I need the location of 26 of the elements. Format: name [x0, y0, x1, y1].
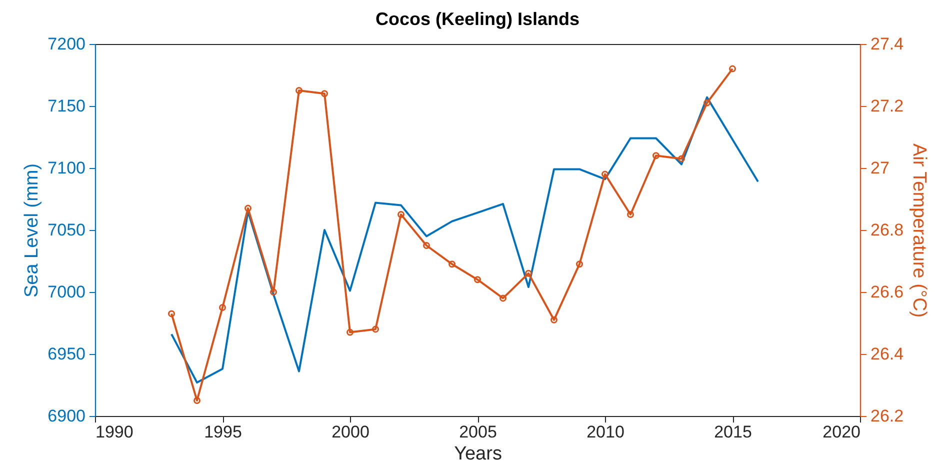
y-tick-label: 6900: [48, 406, 86, 426]
x-tick-label: 2000: [332, 422, 370, 442]
y2-tick-label: 26.2: [870, 406, 904, 426]
y-tick-label: 7000: [48, 282, 86, 302]
y2-tick-label: 27.4: [870, 34, 904, 54]
y-tick-label: 7050: [48, 220, 86, 240]
y2-tick-label: 26.4: [870, 344, 904, 364]
y-tick-label: 7100: [48, 158, 86, 178]
x-tick-label: 2005: [459, 422, 497, 442]
x-tick-label: 2010: [586, 422, 624, 442]
y-tick-label: 7200: [48, 34, 86, 54]
y-axis-title: Sea Level (mm): [22, 163, 43, 298]
x-axis-title: Years: [454, 444, 502, 464]
y2-tick-label: 27.2: [870, 96, 904, 116]
x-tick-label: 2020: [822, 422, 860, 442]
x-tick-label: 1995: [204, 422, 242, 442]
x-tick-label: 2015: [714, 422, 752, 442]
y2-tick-label: 26.6: [870, 282, 904, 302]
y2-axis-title: Air Temperature (°C): [908, 143, 930, 318]
y-tick-label: 6950: [48, 344, 86, 364]
x-tick-label: 1990: [96, 422, 134, 442]
y-tick-label: 7150: [48, 96, 86, 116]
line-series: [170, 96, 759, 384]
chart-title: Cocos (Keeling) Islands: [375, 9, 580, 29]
y2-tick-label: 26.8: [870, 220, 904, 240]
y2-tick-label: 27: [870, 158, 890, 178]
